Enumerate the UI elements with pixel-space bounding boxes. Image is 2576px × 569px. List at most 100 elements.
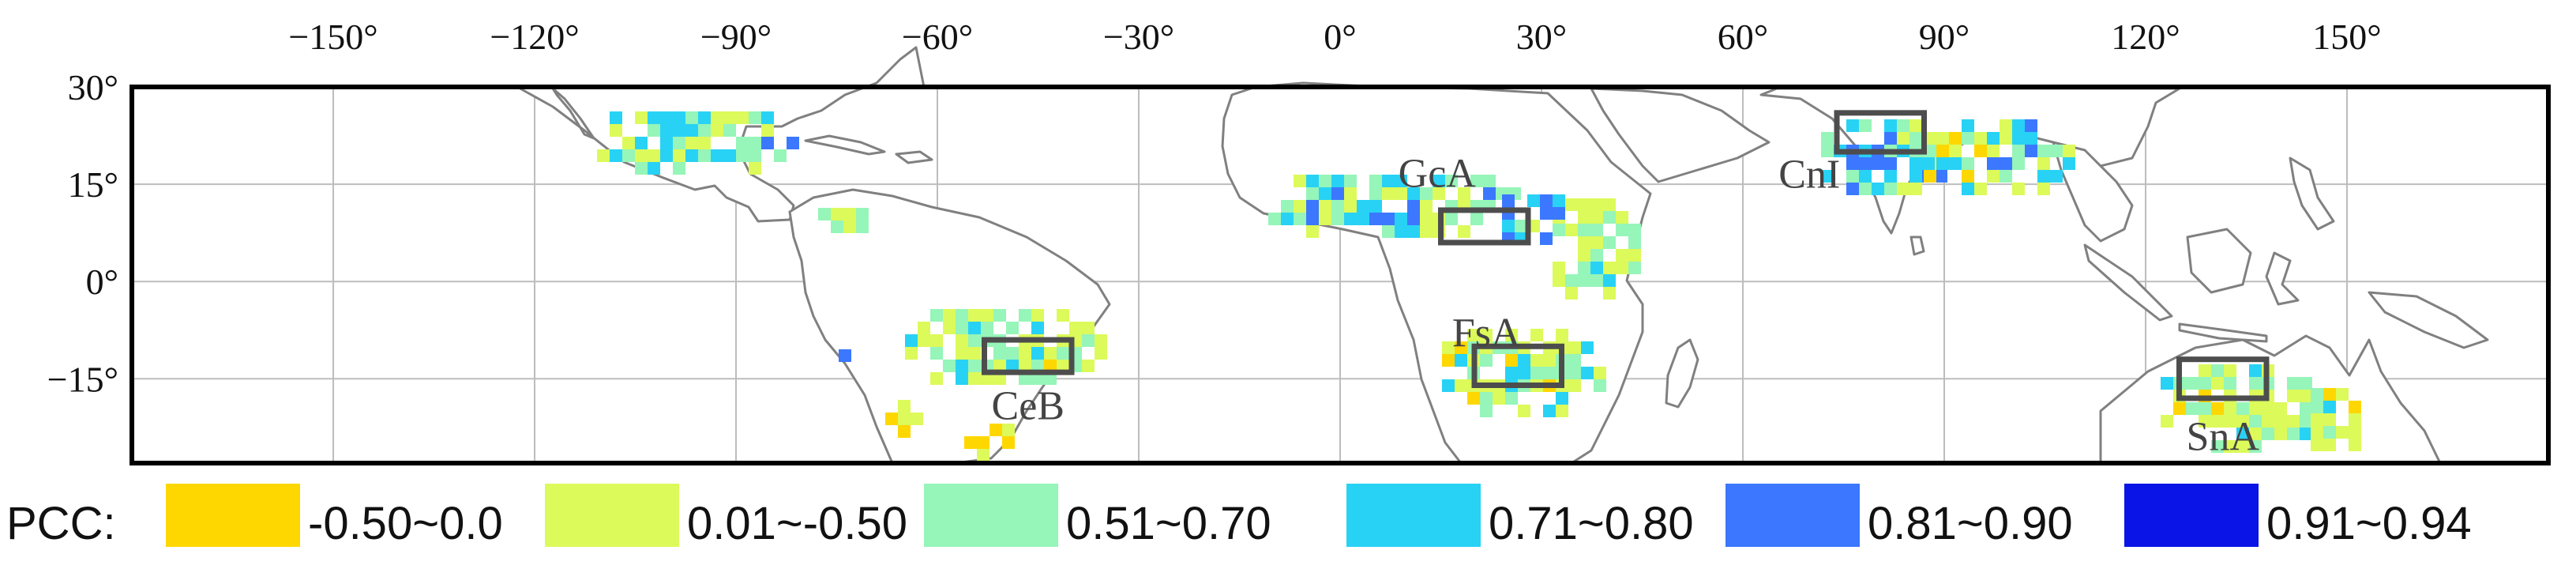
pcc-cell [1031,360,1044,372]
coast-borneo [2186,228,2252,294]
pcc-cell [1455,379,1467,392]
pcc-cell [977,449,989,462]
pcc-cell [843,208,856,220]
pcc-cell [1480,392,1493,405]
pcc-cell [2311,401,2323,413]
pcc-cell [1909,157,1922,170]
pcc-cell [1044,347,1057,360]
pcc-cell [635,111,648,124]
pcc-cell [2037,145,2050,157]
axis-ticks: −150° −120° −90° −60° −30° 0° 30° 60° 90° 120° 150… [47,17,2382,399]
pcc-cell [2012,183,2025,195]
pcc-cell [622,137,635,149]
pcc-legend: PCC: -0.50~0.0 0.01~-0.50 0.51~0.70 0.71~0.8… [6,484,2472,549]
pcc-cell [1859,183,1872,195]
pcc-cell [1306,213,1319,225]
legend-swatch [2124,484,2259,547]
pcc-cell [2211,415,2224,428]
pcc-cell [1553,194,1565,207]
pcc-cell [610,124,622,137]
pcc-cell [2050,170,2063,183]
pcc-cell [1603,262,1616,274]
region-box-ceb [982,337,1075,375]
longitude-tick-label: 150° [2312,17,2381,57]
pcc-cell [1884,183,1897,195]
pcc-cell [2311,413,2323,426]
pcc-cell [1974,183,1987,195]
pcc-cell [1420,213,1433,225]
pcc-cell [1568,379,1581,392]
legend-title: PCC: [6,498,116,549]
pcc-cell [1540,232,1553,245]
pcc-cell [1458,225,1470,238]
pcc-cell [898,400,911,413]
pcc-cell [1578,249,1590,262]
pcc-cell [648,124,660,137]
legend-swatch [545,484,679,547]
pcc-cell [736,111,749,124]
pcc-cells [597,111,2361,462]
pcc-cell [1095,347,1107,360]
pcc-cell [1505,329,1518,341]
pcc-cell [956,372,968,385]
pcc-cell [1395,225,1407,238]
pcc-cell [749,111,761,124]
pcc-cell [930,372,943,385]
pcc-cell [1319,187,1331,200]
pcc-cell [1483,187,1496,200]
pcc-cell [1082,360,1095,372]
pcc-cell [622,149,635,162]
pcc-cell [1331,200,1344,213]
pcc-cell [1578,198,1590,211]
pcc-cell [1846,157,1859,170]
pcc-cell [1987,157,2000,170]
pcc-cell [2025,145,2037,157]
pcc-cell [673,111,685,124]
study-regions: CeB GcA FsA CnI SnA [982,110,2270,459]
pcc-cell [1590,274,1603,287]
pcc-cell [977,436,989,449]
pcc-cell [1581,367,1594,379]
pcc-cell [685,124,698,137]
pcc-cell [993,347,1006,360]
region-label-gca: GcA [1399,151,1477,196]
pcc-cell [1002,424,1015,436]
pcc-cell [1082,322,1095,334]
pcc-cell [1974,145,1987,157]
pcc-cell [635,162,648,175]
pcc-cell [711,149,723,162]
pcc-cell [1565,287,1578,300]
pcc-cell [1480,405,1493,417]
pcc-cell [1382,225,1395,238]
pcc-cell [943,322,956,334]
pcc-cell [1543,354,1556,367]
pcc-cell [2274,428,2287,440]
pcc-cell [1962,183,1974,195]
coast-arabia [1590,87,1771,183]
pcc-cell [2199,402,2211,415]
pcc-cell [898,425,911,438]
pcc-cell [698,111,711,124]
coast-baja [551,87,595,140]
pcc-cell [1445,175,1458,187]
pcc-cell [1306,187,1319,200]
pcc-cell [749,149,761,162]
pcc-cell [1344,200,1357,213]
pcc-cell [1357,200,1369,213]
legend-label: 0.51~0.70 [1066,498,1271,549]
pcc-cell [2199,377,2211,390]
pcc-cell [1382,187,1395,200]
pcc-cell [1505,367,1518,379]
region-label-ceb: CeB [992,384,1065,429]
pcc-cell [1540,194,1553,207]
pcc-cell [2287,415,2300,428]
pcc-cell [1294,175,1306,187]
pcc-cell [1603,274,1616,287]
pcc-cell [843,220,856,233]
pcc-cell [1846,170,1859,183]
pcc-cell [610,149,622,162]
pcc-cell [2224,364,2236,377]
pcc-cell [1455,354,1467,367]
pcc-cell [956,334,968,347]
pcc-cell [2224,402,2236,415]
